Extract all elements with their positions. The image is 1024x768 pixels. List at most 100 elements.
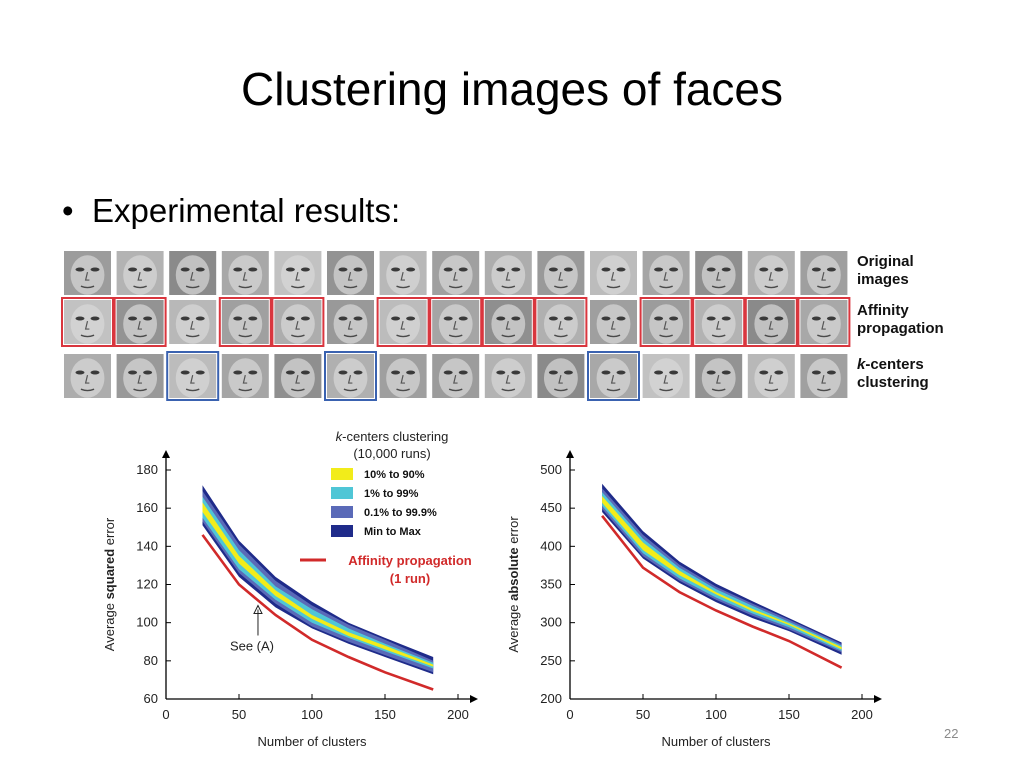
face-image (800, 354, 848, 398)
left-eye (759, 316, 769, 321)
nose (137, 320, 142, 330)
x-tick-label: 150 (374, 707, 396, 722)
right-eye (669, 267, 679, 272)
nose (190, 320, 195, 330)
left-eye (601, 267, 611, 272)
face-skin (386, 255, 421, 295)
left-eye (338, 370, 348, 375)
x-tick-label: 200 (851, 707, 873, 722)
face-skin (70, 358, 105, 398)
left-eye (128, 267, 138, 272)
mouth (448, 334, 463, 338)
face-skin (228, 304, 263, 344)
face-skin (70, 304, 105, 344)
face-skin (596, 304, 631, 344)
right-eye (511, 370, 521, 375)
y-axis-label-part: error (102, 517, 117, 549)
right-eye (143, 370, 153, 375)
row-label-line: k-centers (857, 356, 924, 373)
face-skin (333, 358, 368, 398)
left-eye (496, 316, 506, 321)
legend-label: Min to Max (364, 526, 422, 538)
right-eye (511, 267, 521, 272)
mouth (291, 388, 305, 392)
mouth (396, 334, 410, 338)
left-eye (601, 370, 611, 375)
face-skin (596, 255, 631, 295)
mouth (501, 388, 516, 392)
nose (347, 320, 353, 330)
exemplar-box (166, 351, 220, 401)
y-axis-label-part: absolute (506, 547, 521, 600)
legend-affinity-label: (1 run) (390, 571, 430, 586)
face-image (61, 297, 114, 347)
mouth (291, 285, 305, 289)
mouth (343, 285, 358, 289)
left-eye (548, 370, 558, 375)
left-eye (338, 316, 348, 321)
right-eye (300, 370, 310, 375)
affinity-line (601, 514, 843, 669)
mouth (817, 388, 831, 392)
face-image (274, 354, 322, 398)
x-tick-label: 0 (566, 707, 573, 722)
nose (295, 374, 300, 384)
face-skin (754, 255, 789, 295)
y-tick-label: 450 (540, 500, 562, 515)
left-eye (496, 267, 506, 272)
annotation-label: See (A) (230, 638, 274, 653)
face-skin (491, 358, 526, 398)
mouth (817, 334, 831, 338)
right-eye (458, 316, 468, 321)
bullet-dot: • (62, 192, 74, 229)
right-eye (300, 316, 310, 321)
right-eye (721, 316, 731, 321)
face-image (695, 251, 743, 295)
left-eye (338, 267, 348, 272)
mouth (554, 388, 568, 392)
nose (295, 271, 300, 281)
face-image (64, 354, 111, 398)
left-eye (285, 267, 295, 272)
right-eye (300, 267, 310, 272)
y-tick-label: 200 (540, 691, 562, 706)
legend-swatch (331, 525, 353, 537)
left-eye (811, 316, 821, 321)
slide-title: Clustering images of faces (240, 63, 784, 115)
face-image (797, 297, 851, 347)
exemplar-box (429, 297, 483, 347)
face-image (432, 354, 480, 398)
face-image (590, 300, 637, 344)
right-eye (353, 267, 363, 272)
mouth (396, 285, 410, 289)
right-eye (353, 370, 363, 375)
nose (400, 320, 405, 330)
row-label-rest: -centers (865, 356, 923, 373)
face-skin (491, 304, 526, 344)
left-eye (128, 316, 138, 321)
row-label-line: images (857, 271, 909, 288)
right-eye (143, 316, 153, 321)
right-eye (563, 267, 573, 272)
nose (137, 374, 142, 384)
nose (453, 271, 458, 281)
mouth (133, 388, 147, 392)
slide-number: 22 (944, 726, 959, 741)
right-eye (669, 316, 679, 321)
legend-subtitle: (10,000 runs) (353, 446, 430, 461)
face-image (747, 251, 795, 295)
exemplar-box (218, 297, 272, 347)
mouth (448, 388, 463, 392)
exemplar-box (587, 351, 640, 401)
mouth (396, 388, 410, 392)
mouth (554, 334, 568, 338)
left-eye (811, 267, 821, 272)
face-skin (228, 358, 263, 398)
left-eye (706, 316, 716, 321)
mouth (606, 285, 621, 289)
y-tick-label: 120 (136, 577, 158, 592)
right-eye (774, 370, 784, 375)
x-tick-label: 100 (705, 707, 727, 722)
mouth (343, 388, 358, 392)
face-skin (701, 304, 736, 344)
